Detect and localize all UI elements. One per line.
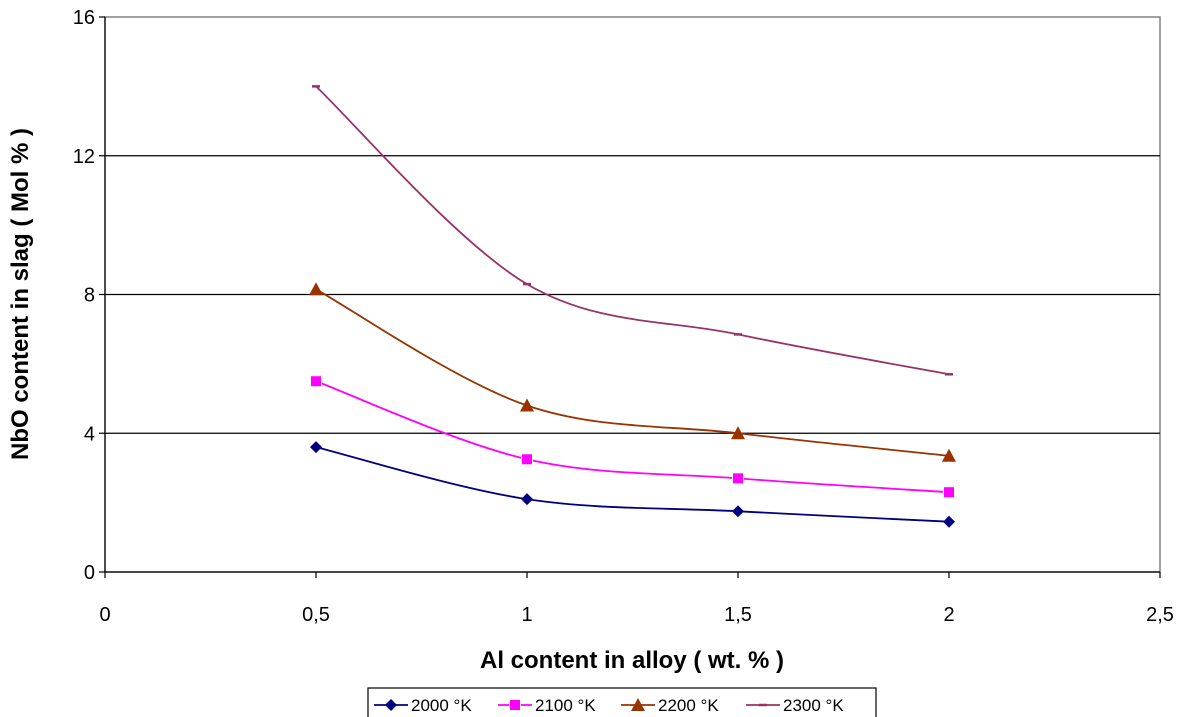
y-tick-label: 8 xyxy=(84,285,95,307)
data-point xyxy=(521,493,533,506)
y-axis-title: NbO content in slag ( Mol % ) xyxy=(7,128,34,460)
data-point xyxy=(310,375,322,388)
legend-item: 2200 °K xyxy=(621,696,719,715)
y-tick-label: 4 xyxy=(84,423,95,445)
legend: 2000 °K 2100 °K 2200 °K 2300 °K xyxy=(367,687,877,717)
series-line xyxy=(315,85,950,376)
x-tick-label: 0 xyxy=(99,604,110,626)
series-3 xyxy=(312,85,953,376)
series-0 xyxy=(310,441,955,528)
x-tick-label: 1 xyxy=(521,604,532,626)
data-point xyxy=(943,515,955,528)
legend-label: 2100 °K xyxy=(535,696,596,715)
data-point xyxy=(309,282,323,296)
series-2 xyxy=(309,282,956,462)
data-point xyxy=(943,486,955,499)
data-point xyxy=(942,448,956,462)
y-tick-label: 12 xyxy=(73,146,95,168)
legend-item: 2300 °K xyxy=(746,696,844,715)
x-tick-label: 2,5 xyxy=(1146,604,1174,626)
data-point xyxy=(520,398,534,412)
legend-swatch-marker xyxy=(385,699,397,711)
y-tick-label: 0 xyxy=(84,562,95,584)
data-point xyxy=(732,472,744,485)
series-line xyxy=(315,380,950,494)
x-axis-title: Al content in alloy ( wt. % ) xyxy=(480,647,784,674)
legend-swatch-marker xyxy=(631,698,645,711)
legend-item: 2100 °K xyxy=(498,696,596,715)
series-layer xyxy=(309,85,956,528)
data-point xyxy=(310,441,322,454)
series-1 xyxy=(310,375,955,499)
legend-label: 2000 °K xyxy=(411,696,472,715)
legend-item: 2000 °K xyxy=(374,696,472,715)
series-line xyxy=(315,446,950,523)
legend-label: 2200 °K xyxy=(658,696,719,715)
x-tick-label: 0,5 xyxy=(302,604,330,626)
data-point xyxy=(521,453,533,466)
series-line xyxy=(315,288,950,457)
gridlines xyxy=(105,155,1160,434)
legend-label: 2300 °K xyxy=(783,696,844,715)
data-point xyxy=(732,505,744,518)
x-tick-label: 2 xyxy=(943,604,954,626)
legend-swatch-marker xyxy=(509,699,521,711)
x-tick-label: 1,5 xyxy=(724,604,752,626)
axes: 0 4 8 12 16 0 0,5 1 1,5 2 2,5 xyxy=(73,7,1174,626)
y-tick-label: 16 xyxy=(73,7,95,29)
data-point xyxy=(731,426,745,440)
legend-box xyxy=(367,687,877,717)
